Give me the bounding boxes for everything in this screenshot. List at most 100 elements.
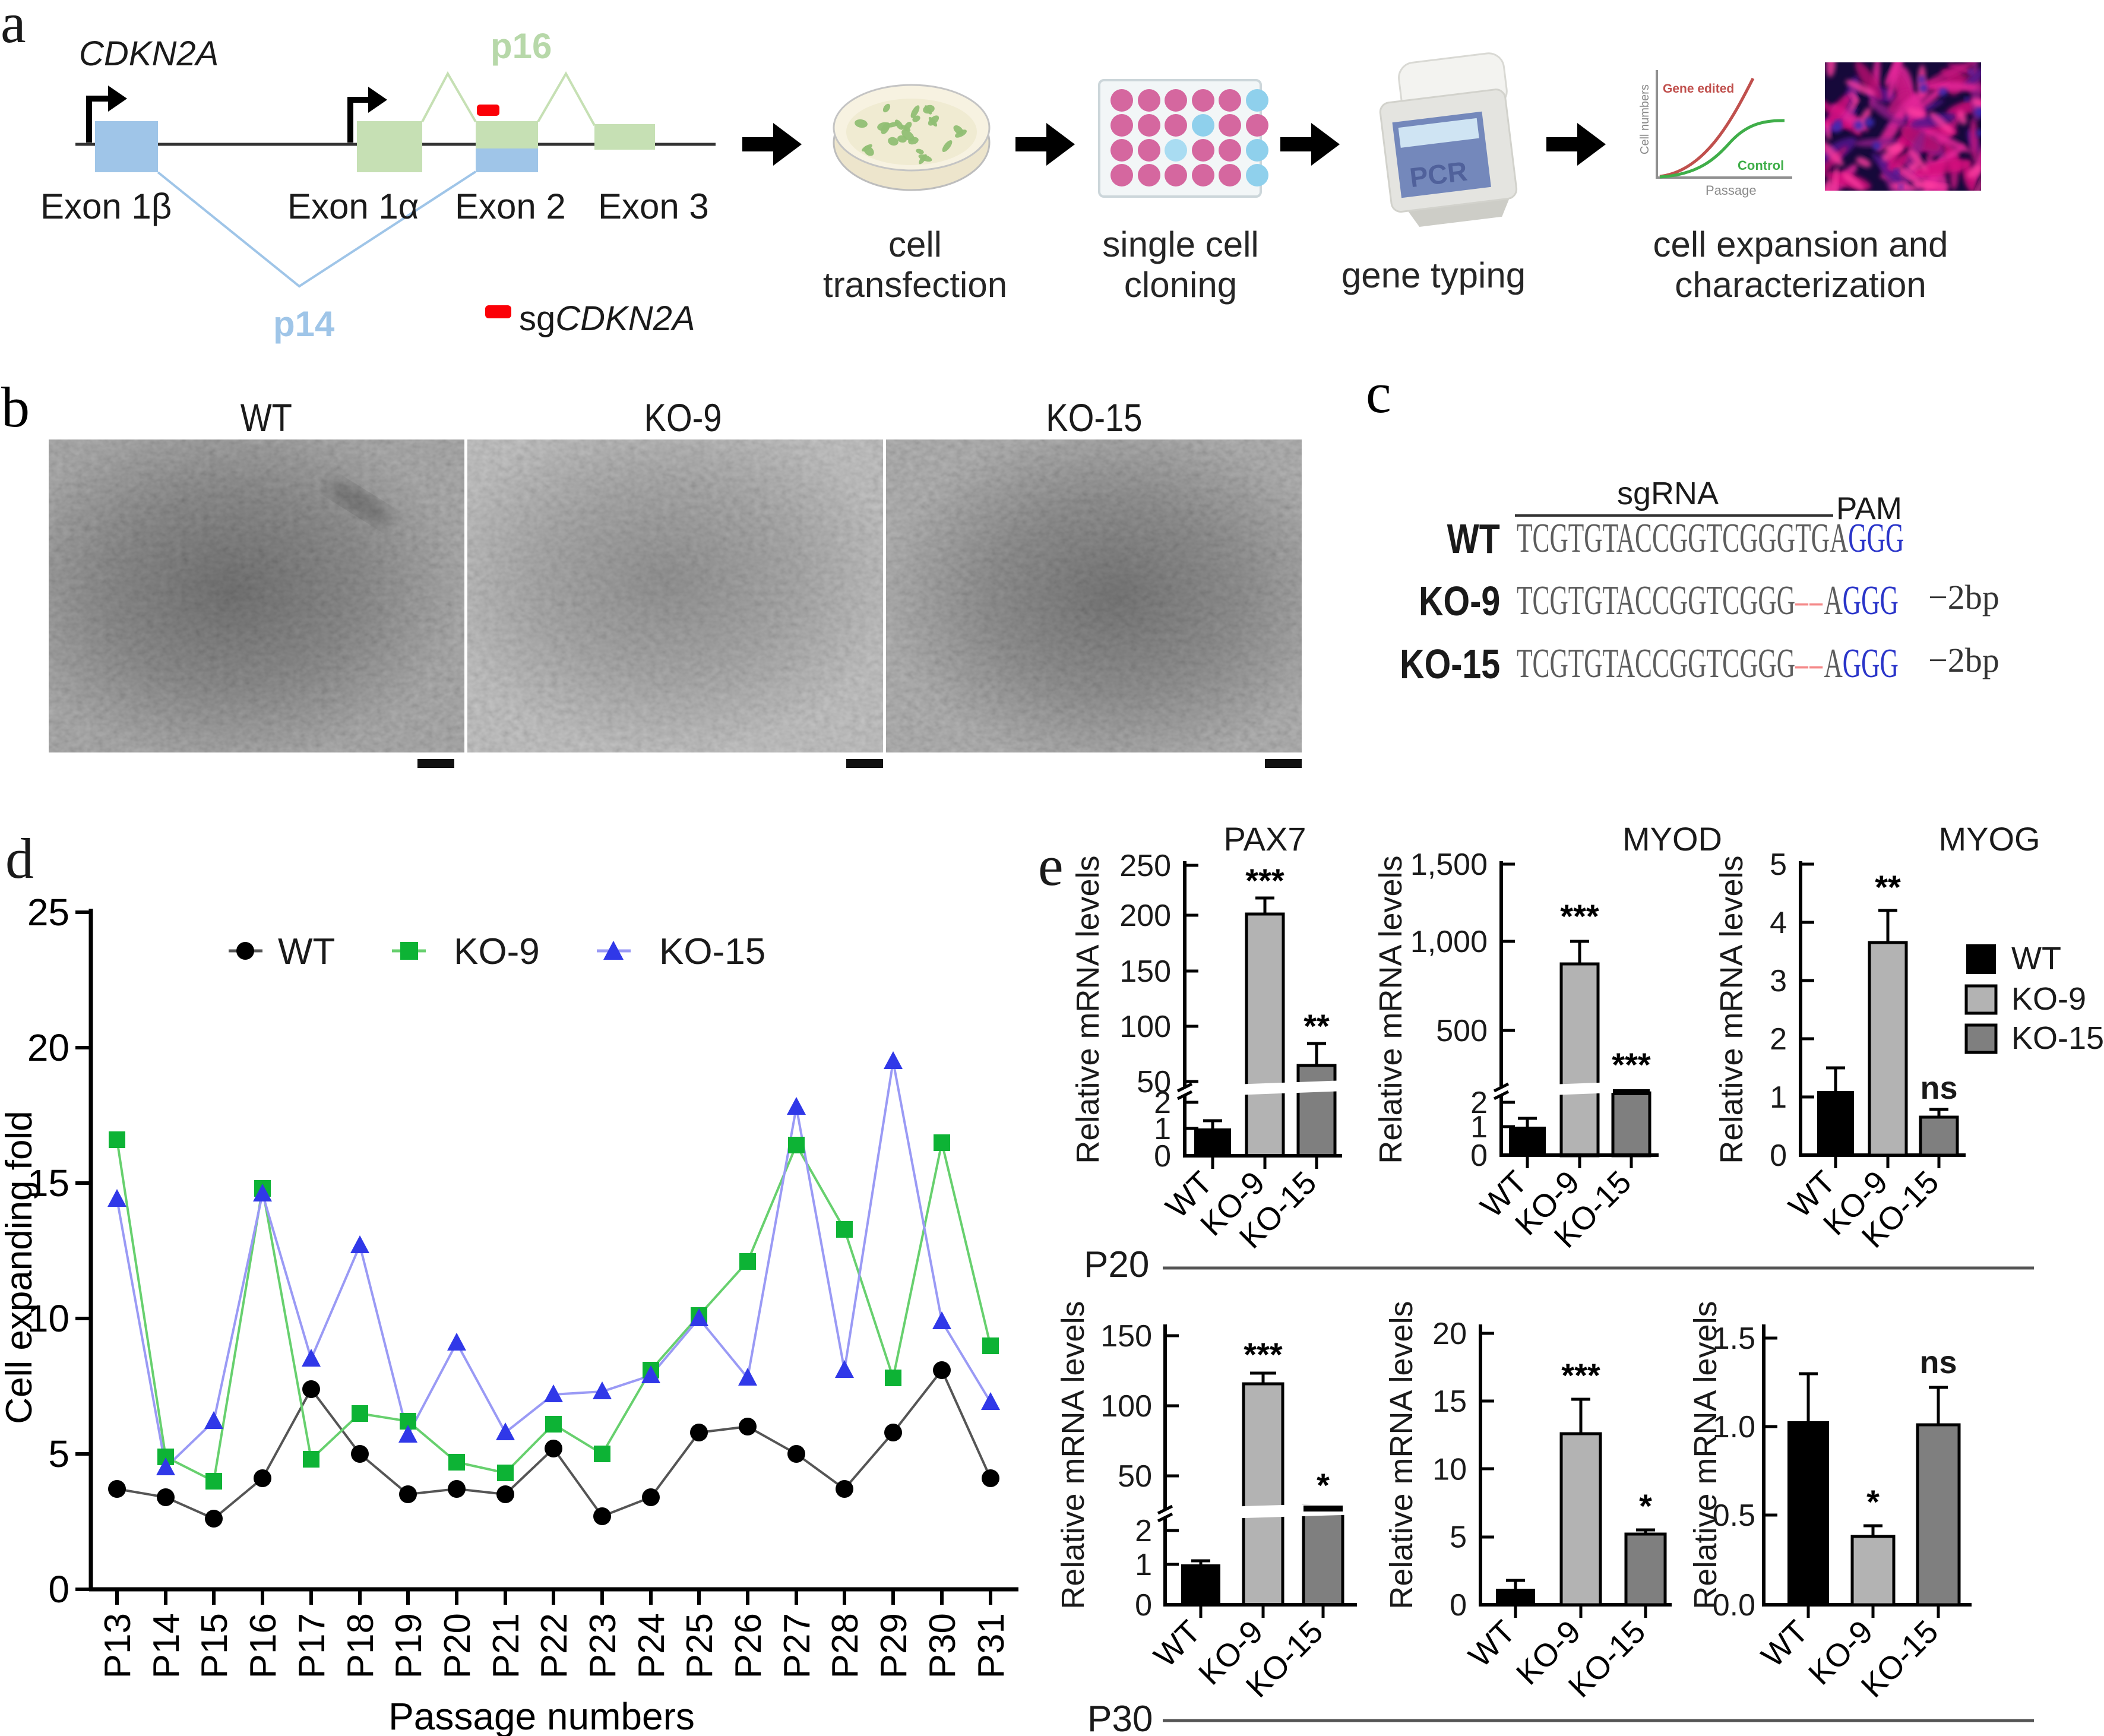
svg-text:gene typing: gene typing bbox=[1342, 255, 1526, 295]
svg-text:d: d bbox=[5, 831, 34, 890]
svg-text:1: 1 bbox=[1770, 1080, 1787, 1115]
svg-text:Passage numbers: Passage numbers bbox=[388, 1695, 695, 1736]
svg-text:P31: P31 bbox=[971, 1613, 1012, 1678]
svg-text:20: 20 bbox=[1432, 1317, 1467, 1351]
svg-text:2: 2 bbox=[1470, 1086, 1488, 1120]
svg-text:P20: P20 bbox=[1084, 1244, 1149, 1285]
svg-text:Cell expanding fold: Cell expanding fold bbox=[0, 1111, 40, 1424]
svg-text:0: 0 bbox=[1154, 1139, 1171, 1174]
svg-text:Cell numbers: Cell numbers bbox=[1638, 84, 1651, 154]
svg-text:KO-9: KO-9 bbox=[2011, 981, 2086, 1017]
svg-text:CDKN2A: CDKN2A bbox=[79, 34, 219, 73]
svg-text:P19: P19 bbox=[388, 1613, 429, 1678]
svg-text:KO-15: KO-15 bbox=[2011, 1020, 2104, 1056]
svg-text:Relative mRNA levels: Relative mRNA levels bbox=[1688, 1301, 1723, 1609]
svg-text:*: * bbox=[1639, 1487, 1652, 1525]
svg-text:10: 10 bbox=[27, 1297, 69, 1340]
svg-text:***: *** bbox=[1244, 1336, 1283, 1373]
svg-text:1: 1 bbox=[1470, 1110, 1488, 1144]
svg-text:P30: P30 bbox=[922, 1613, 963, 1678]
svg-text:1.5: 1.5 bbox=[1713, 1321, 1755, 1356]
svg-text:**: ** bbox=[1875, 868, 1901, 906]
svg-text:characterization: characterization bbox=[1675, 265, 1926, 305]
svg-text:500: 500 bbox=[1436, 1014, 1488, 1048]
svg-text:***: *** bbox=[1561, 1356, 1600, 1394]
svg-text:KO-15: KO-15 bbox=[659, 931, 765, 972]
svg-text:PAX7: PAX7 bbox=[1223, 820, 1306, 858]
svg-text:150: 150 bbox=[1100, 1319, 1152, 1354]
svg-text:ns: ns bbox=[1920, 1070, 1957, 1106]
svg-text:0.5: 0.5 bbox=[1713, 1498, 1755, 1533]
svg-text:cell expansion and: cell expansion and bbox=[1653, 224, 1948, 264]
svg-text:25: 25 bbox=[27, 891, 69, 934]
svg-text:1.0: 1.0 bbox=[1713, 1410, 1755, 1444]
svg-text:0: 0 bbox=[48, 1568, 69, 1611]
svg-text:P17: P17 bbox=[292, 1613, 333, 1678]
svg-text:P25: P25 bbox=[679, 1613, 720, 1678]
svg-text:P22: P22 bbox=[534, 1613, 575, 1678]
svg-text:P30: P30 bbox=[1087, 1699, 1153, 1736]
svg-text:5: 5 bbox=[1450, 1520, 1467, 1555]
svg-text:Relative mRNA levels: Relative mRNA levels bbox=[1055, 1301, 1091, 1609]
svg-text:Exon 1β: Exon 1β bbox=[40, 186, 172, 226]
svg-text:Relative mRNA levels: Relative mRNA levels bbox=[1373, 855, 1409, 1163]
svg-text:P28: P28 bbox=[825, 1613, 866, 1678]
svg-text:cell: cell bbox=[888, 224, 942, 264]
svg-text:p14: p14 bbox=[273, 304, 335, 344]
svg-text:5: 5 bbox=[1770, 848, 1787, 882]
svg-text:0: 0 bbox=[1770, 1139, 1787, 1173]
svg-text:P20: P20 bbox=[437, 1613, 478, 1678]
svg-text:P27: P27 bbox=[777, 1613, 818, 1678]
svg-text:2: 2 bbox=[1770, 1022, 1787, 1057]
svg-text:15: 15 bbox=[27, 1162, 69, 1204]
svg-text:1: 1 bbox=[1135, 1548, 1152, 1582]
svg-text:100: 100 bbox=[1100, 1389, 1152, 1424]
svg-text:P14: P14 bbox=[146, 1613, 187, 1678]
svg-text:***: *** bbox=[1245, 862, 1284, 899]
svg-text:250: 250 bbox=[1119, 849, 1171, 883]
svg-text:Relative mRNA levels: Relative mRNA levels bbox=[1714, 855, 1749, 1163]
svg-text:Passage: Passage bbox=[1706, 183, 1757, 198]
svg-text:Exon 3: Exon 3 bbox=[598, 186, 709, 226]
svg-text:ns: ns bbox=[1919, 1345, 1957, 1380]
svg-text:3: 3 bbox=[1770, 964, 1787, 998]
svg-text:WT: WT bbox=[278, 931, 335, 972]
svg-text:P18: P18 bbox=[340, 1613, 381, 1678]
svg-text:150: 150 bbox=[1119, 954, 1171, 989]
svg-text:10: 10 bbox=[1432, 1452, 1467, 1487]
svg-text:Relative mRNA levels: Relative mRNA levels bbox=[1070, 855, 1106, 1163]
svg-text:2: 2 bbox=[1154, 1086, 1171, 1120]
svg-text:15: 15 bbox=[1432, 1384, 1467, 1419]
svg-text:PCR: PCR bbox=[1408, 156, 1469, 193]
svg-text:KO-9: KO-9 bbox=[454, 931, 540, 972]
svg-text:MYOD: MYOD bbox=[1622, 820, 1722, 858]
svg-text:P24: P24 bbox=[631, 1613, 672, 1678]
svg-text:P16: P16 bbox=[243, 1613, 284, 1678]
svg-text:transfection: transfection bbox=[823, 265, 1007, 305]
svg-text:0: 0 bbox=[1135, 1588, 1152, 1623]
svg-text:100: 100 bbox=[1119, 1010, 1171, 1044]
svg-text:0: 0 bbox=[1450, 1588, 1467, 1623]
svg-text:a: a bbox=[1, 0, 26, 55]
svg-text:0: 0 bbox=[1470, 1139, 1488, 1173]
svg-text:Exon 2: Exon 2 bbox=[455, 186, 566, 226]
svg-text:e: e bbox=[1038, 834, 1064, 897]
svg-text:***: *** bbox=[1612, 1046, 1651, 1083]
svg-text:2: 2 bbox=[1135, 1514, 1152, 1548]
svg-text:Exon 1α: Exon 1α bbox=[287, 186, 419, 226]
svg-text:***: *** bbox=[1560, 897, 1599, 935]
svg-text:*: * bbox=[1317, 1466, 1330, 1504]
svg-text:P21: P21 bbox=[486, 1613, 527, 1678]
svg-text:P15: P15 bbox=[194, 1613, 235, 1678]
svg-text:P26: P26 bbox=[728, 1613, 769, 1678]
svg-text:WT: WT bbox=[2011, 941, 2061, 976]
svg-text:single cell: single cell bbox=[1102, 224, 1258, 264]
svg-text:Relative mRNA levels: Relative mRNA levels bbox=[1384, 1301, 1419, 1609]
svg-text:p16: p16 bbox=[491, 26, 552, 66]
svg-text:**: ** bbox=[1303, 1007, 1330, 1045]
svg-text:0.0: 0.0 bbox=[1713, 1588, 1755, 1623]
svg-text:sgCDKN2A: sgCDKN2A bbox=[519, 299, 695, 338]
svg-text:1,000: 1,000 bbox=[1410, 925, 1488, 959]
svg-text:Control: Control bbox=[1738, 158, 1784, 173]
svg-text:MYOG: MYOG bbox=[1938, 820, 2040, 858]
